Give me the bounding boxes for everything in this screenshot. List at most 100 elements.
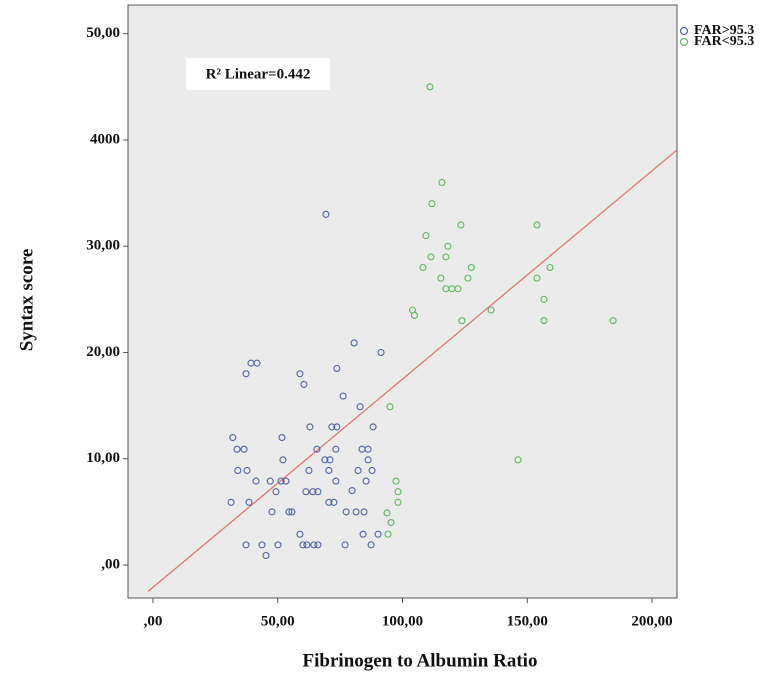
fit-line [147, 149, 677, 593]
point [467, 263, 475, 272]
point [394, 488, 402, 496]
point [242, 541, 250, 549]
point [233, 445, 241, 453]
point [333, 423, 341, 431]
point [368, 466, 376, 475]
point [332, 477, 340, 485]
point [240, 445, 248, 453]
point [348, 487, 356, 495]
annotation-box [186, 58, 330, 90]
point [438, 178, 446, 187]
y-tick-label: 20,00 [86, 344, 120, 360]
point [533, 274, 541, 282]
plot-content [147, 83, 677, 593]
point [314, 541, 322, 549]
point [278, 433, 286, 442]
point [229, 433, 237, 442]
point [258, 541, 266, 549]
annotation: R² Linear=0.442 [206, 66, 311, 82]
point [428, 200, 436, 208]
point [354, 466, 362, 475]
point [328, 423, 336, 431]
point [325, 498, 333, 506]
point [392, 477, 400, 485]
point [374, 530, 382, 538]
point [360, 508, 368, 516]
point [272, 488, 280, 496]
point [386, 403, 394, 411]
x-axis-label: Fibrinogen to Albumin Ratio [303, 650, 538, 671]
x-tick-label: 200,00 [631, 613, 672, 629]
point [454, 285, 462, 293]
point [364, 445, 372, 453]
point [296, 530, 304, 538]
legend-label: FAR<95.3 [694, 34, 754, 49]
point [339, 392, 347, 400]
point [350, 339, 358, 347]
point [342, 508, 350, 516]
x-tick-label: 50,00 [261, 613, 295, 629]
point [313, 445, 321, 453]
point [252, 477, 260, 485]
point [364, 456, 372, 464]
point [377, 348, 385, 357]
point [325, 466, 333, 475]
point [333, 364, 341, 373]
point [332, 445, 340, 453]
point [227, 498, 235, 506]
point [274, 541, 282, 549]
point [341, 541, 349, 549]
point [367, 541, 375, 549]
point [514, 456, 522, 464]
point [330, 498, 338, 506]
point [426, 83, 434, 91]
point [279, 456, 287, 464]
point [369, 423, 377, 431]
point [262, 551, 270, 560]
point [305, 466, 313, 475]
point [253, 359, 261, 367]
point [266, 477, 274, 485]
point [359, 530, 367, 538]
point [268, 508, 276, 516]
point [437, 274, 445, 282]
point [282, 477, 290, 485]
legend-marker [679, 26, 689, 36]
point [321, 456, 329, 464]
y-tick-label: ,00 [101, 556, 120, 572]
point [299, 541, 307, 549]
point [422, 232, 430, 240]
point [427, 253, 435, 261]
legend-label: FAR>95.3 [694, 23, 754, 38]
y-axis-label: Syntax score [16, 249, 37, 352]
point [410, 311, 419, 319]
point [234, 466, 242, 475]
point [322, 210, 330, 218]
point [540, 295, 548, 303]
legend-marker [679, 37, 689, 47]
point [302, 488, 310, 496]
point [387, 518, 395, 527]
y-tick-label: 10,00 [86, 450, 120, 466]
point [285, 508, 293, 516]
point [546, 263, 554, 272]
point [540, 317, 548, 325]
x-tick-label: 150,00 [507, 613, 548, 629]
point [352, 508, 360, 516]
point [277, 477, 285, 485]
point [314, 488, 322, 496]
point [487, 306, 495, 314]
y-tick-label: 30,00 [86, 238, 120, 254]
point [533, 221, 541, 229]
point [442, 253, 450, 261]
point [310, 541, 318, 549]
point [394, 498, 402, 506]
point [362, 477, 370, 485]
point [457, 221, 465, 229]
point [464, 274, 472, 282]
point [444, 242, 452, 250]
plot-area [127, 4, 678, 599]
point [384, 530, 392, 538]
point [306, 423, 314, 431]
point [609, 317, 617, 325]
